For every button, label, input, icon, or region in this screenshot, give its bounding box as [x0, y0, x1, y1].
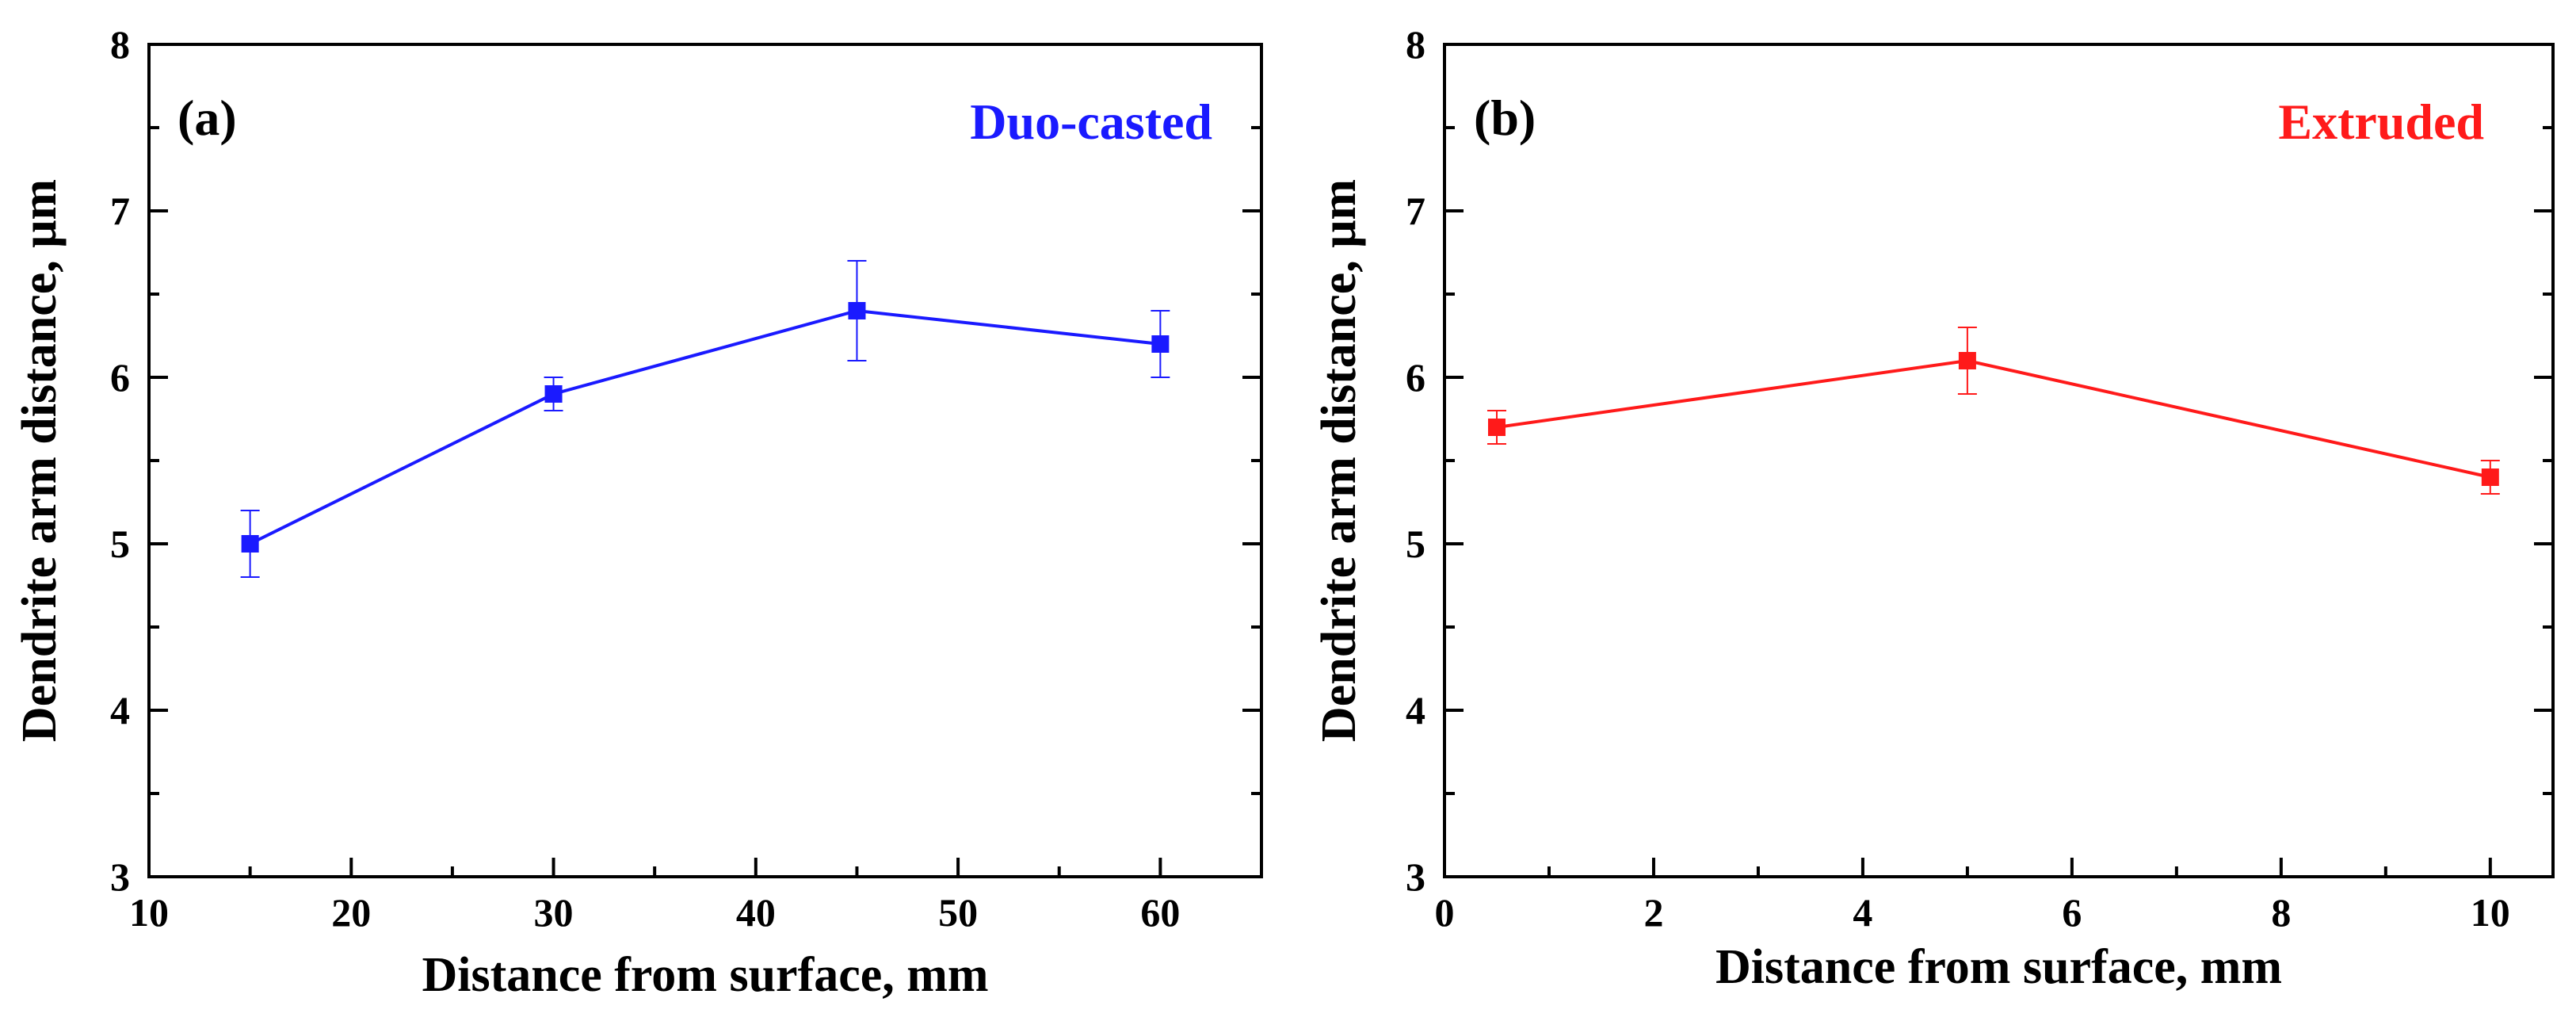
data-point: [2481, 468, 2499, 486]
series-line: [1496, 358, 2491, 479]
y-tick-label: 3: [110, 855, 130, 899]
y-tick-label: 3: [1406, 855, 1425, 899]
x-tick-label: 2: [1643, 890, 1663, 935]
data-point: [241, 535, 259, 553]
series-name-label: Extruded: [2278, 94, 2484, 150]
x-tick-label: 6: [2062, 890, 2082, 935]
panel-label: (a): [177, 90, 237, 146]
y-tick-label: 7: [1406, 189, 1425, 233]
y-tick-label: 7: [110, 189, 130, 233]
x-tick-label: 40: [736, 890, 776, 935]
series-name-label: Duo-casted: [970, 94, 1212, 150]
data-point: [848, 302, 866, 319]
y-axis-label: Dendrite arm distance, μm: [1312, 179, 1366, 742]
data-point: [1487, 419, 1506, 436]
y-tick-label: 6: [1406, 355, 1425, 400]
y-tick-label: 5: [110, 522, 130, 566]
x-tick-label: 20: [331, 890, 371, 935]
x-tick-label: 50: [938, 890, 978, 935]
panel-a: 10 20 30 40 50 60 3 4 5 6 7 8 Distance from surface,…: [13, 22, 1263, 1002]
data-point: [1151, 335, 1170, 353]
x-axis-label: Distance from surface, mm: [422, 948, 988, 1002]
x-tick-label: 10: [2471, 890, 2510, 935]
x-tick-label: 0: [1435, 890, 1455, 935]
panel-label: (b): [1474, 90, 1536, 146]
data-point: [544, 385, 563, 403]
y-tick-label: 8: [110, 22, 130, 67]
panel-b: 0 2 4 6 8 10 3 4 5 6 7 8 Distance from surface, mm De…: [1312, 22, 2555, 994]
series-line: [249, 308, 1161, 545]
x-tick-label: 60: [1140, 890, 1180, 935]
y-tick-label: 6: [110, 355, 130, 400]
x-tick-label: 4: [1853, 890, 1872, 935]
y-axis-label: Dendrite arm distance, μm: [13, 179, 67, 742]
x-tick-label: 10: [129, 890, 169, 935]
y-tick-label: 4: [1406, 688, 1425, 732]
x-tick-label: 30: [534, 890, 574, 935]
x-tick-label: 8: [2271, 890, 2291, 935]
plot-frame: [147, 43, 1263, 878]
data-point: [1958, 352, 1976, 369]
y-tick-label: 4: [110, 688, 130, 732]
plot-frame: [1443, 43, 2555, 878]
y-tick-label: 5: [1406, 522, 1425, 566]
y-tick-label: 8: [1406, 22, 1425, 67]
x-axis-label: Distance from surface, mm: [1715, 940, 2282, 994]
